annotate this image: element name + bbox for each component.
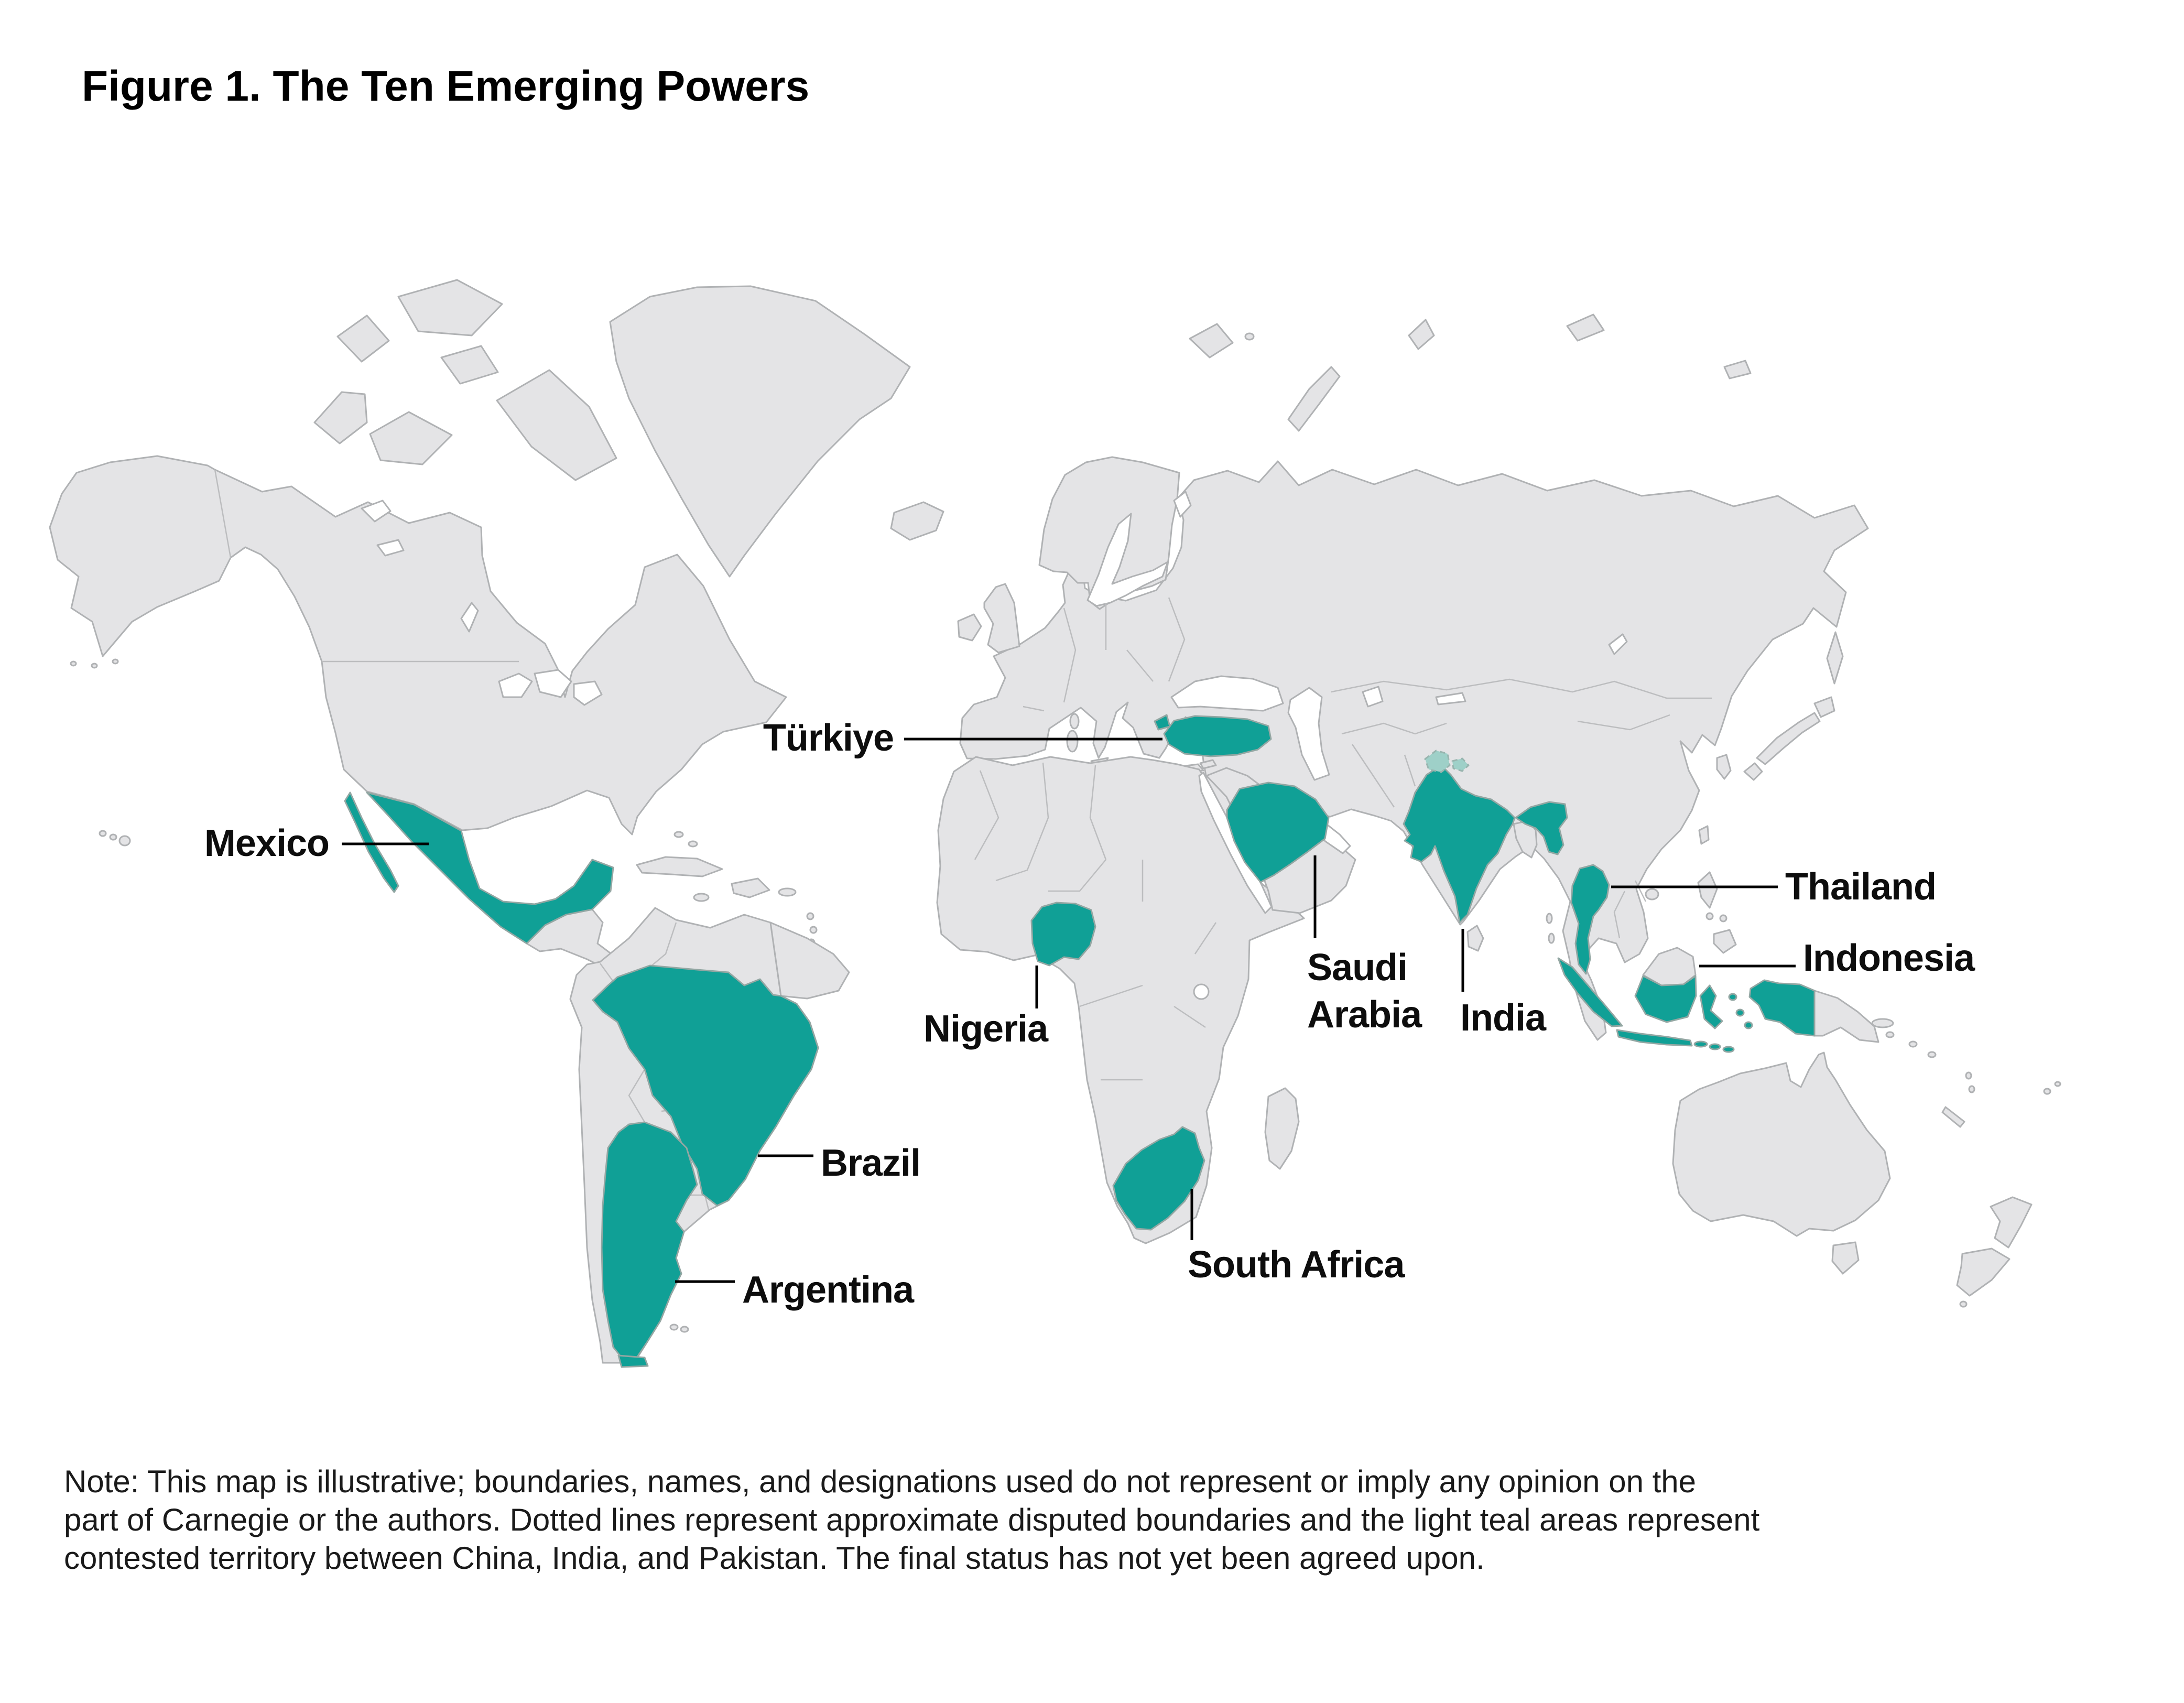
nigeria-territory [1030, 902, 1096, 967]
country-label-argentina: Argentina [742, 1269, 914, 1311]
south-africa-territory [1112, 1126, 1205, 1231]
greenland [609, 285, 911, 578]
kalimantan [1634, 975, 1697, 1023]
argentina-territory [601, 1121, 698, 1361]
sulawesi [1699, 984, 1723, 1029]
black-sea [1170, 675, 1284, 712]
note-line-1: Note: This map is illustrative; boundari… [64, 1464, 1697, 1499]
country-label-brazil: Brazil [821, 1142, 921, 1184]
contested-territories [1424, 750, 1470, 773]
africa [936, 756, 1305, 1244]
north-america [49, 455, 787, 836]
country-label-mexico: Mexico [204, 822, 330, 864]
caspian-sea [1287, 687, 1330, 781]
lake-baikal [1608, 633, 1628, 655]
country-label-india: India [1460, 997, 1546, 1039]
leader-lines [342, 737, 1796, 1283]
india-northeast [1515, 801, 1568, 855]
gray-landmasses [49, 279, 2061, 1364]
scandinavia [1038, 456, 1180, 610]
country-label-turkiye: Türkiye [763, 717, 894, 759]
inland-seas [361, 491, 1628, 1000]
baltic-sea [1086, 513, 1169, 607]
country-label-nigeria: Nigeria [923, 1008, 1048, 1050]
saudi-arabia-territory [1226, 782, 1330, 883]
white-sea [1173, 491, 1192, 518]
note-line-2: part of Carnegie or the authors. Dotted … [64, 1502, 1760, 1537]
country-label-saudi-arabia: Saudi Arabia [1307, 947, 1422, 1036]
moluccas [1728, 993, 1737, 1001]
lake-victoria [1193, 983, 1210, 1000]
highlighted-countries [344, 714, 1816, 1368]
lake-balkhash [1435, 692, 1466, 706]
thailand-territory [1570, 864, 1610, 975]
papua [1748, 979, 1816, 1037]
sumatra [1557, 957, 1623, 1027]
lesser-sunda [1693, 1040, 1708, 1048]
mexico-territory [366, 791, 614, 945]
australia [1672, 1051, 1891, 1237]
india-territory [1403, 764, 1516, 924]
kashmir-west [1424, 750, 1451, 773]
papua-new-guinea [1813, 990, 1879, 1043]
brazil-territory [592, 964, 819, 1207]
java [1616, 1029, 1693, 1047]
kashmir-east [1451, 757, 1470, 772]
great-lakes [498, 672, 533, 698]
country-label-south-africa: South Africa [1188, 1244, 1405, 1286]
tierra-del-fuego [617, 1354, 649, 1368]
figure-note: Note: This map is illustrative; boundari… [64, 1462, 2134, 1577]
page-title: Figure 1. The Ten Emerging Powers [82, 62, 810, 110]
country-label-thailand: Thailand [1785, 866, 1937, 908]
baja-california [344, 791, 399, 893]
turkiye-territory [1163, 715, 1272, 757]
note-line-3: contested territory between China, India… [64, 1541, 1485, 1576]
aral-sea [1362, 686, 1384, 708]
country-label-indonesia: Indonesia [1803, 937, 1975, 979]
turkiye-thrace [1154, 714, 1171, 731]
